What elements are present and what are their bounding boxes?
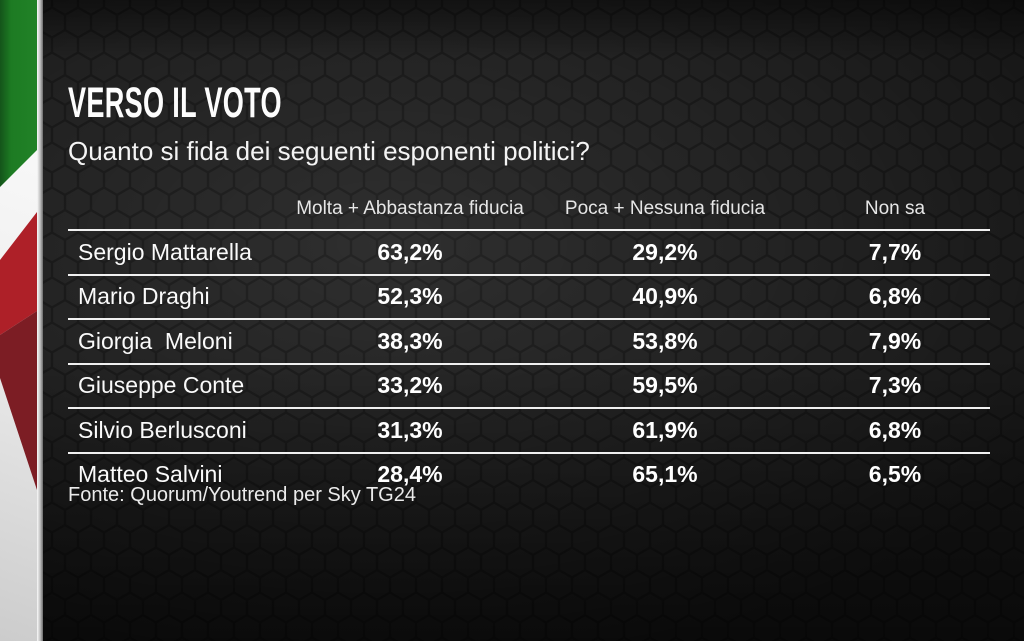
table-row: Giuseppe Conte 33,2% 59,5% 7,3% [68, 365, 990, 409]
value-cell: 7,7% [868, 238, 922, 265]
politician-name: Giuseppe Conte [78, 372, 245, 399]
politician-name: Sergio Mattarella [78, 238, 252, 265]
poll-table: Molta + Abbastanza fiducia Poca + Nessun… [68, 189, 990, 496]
value-cell: 53,8% [632, 327, 698, 354]
value-cell: 29,2% [632, 238, 698, 265]
page-subtitle: Quanto si fida dei seguenti esponenti po… [68, 136, 590, 166]
politician-name: Mario Draghi [78, 283, 210, 310]
value-cell: 6,8% [868, 416, 922, 443]
table-row: Giorgia Meloni 38,3% 53,8% 7,9% [68, 320, 990, 365]
value-cell: 31,3% [377, 416, 443, 443]
value-cell: 38,3% [377, 327, 443, 354]
value-cell: 7,3% [868, 372, 922, 399]
value-cell: 33,2% [377, 372, 443, 399]
table-row: Mario Draghi 52,3% 40,9% 6,8% [68, 276, 990, 320]
value-cell: 40,9% [632, 283, 698, 310]
source-note: Fonte: Quorum/Youtrend per Sky TG24 [68, 484, 416, 506]
value-cell: 61,9% [632, 416, 698, 443]
column-header-molta-abbastanza: Molta + Abbastanza fiducia [296, 198, 524, 219]
politician-name: Silvio Berlusconi [78, 416, 247, 443]
value-cell: 65,1% [632, 461, 698, 488]
value-cell: 52,3% [377, 283, 443, 310]
page-title: VERSO IL VOTO [68, 79, 282, 127]
column-header-poca-nessuna: Poca + Nessuna fiducia [564, 198, 766, 219]
value-cell: 6,5% [868, 461, 922, 488]
value-cell: 7,9% [868, 327, 922, 354]
column-header-non-sa: Non sa [864, 198, 926, 219]
politician-name: Giorgia Meloni [78, 327, 233, 354]
value-cell: 6,8% [868, 283, 922, 310]
value-cell: 63,2% [377, 238, 443, 265]
table-header-row: Molta + Abbastanza fiducia Poca + Nessun… [68, 189, 990, 231]
value-cell: 59,5% [632, 372, 698, 399]
table-row: Sergio Mattarella 63,2% 29,2% 7,7% [68, 231, 990, 276]
table-row: Silvio Berlusconi 31,3% 61,9% 6,8% [68, 409, 990, 454]
